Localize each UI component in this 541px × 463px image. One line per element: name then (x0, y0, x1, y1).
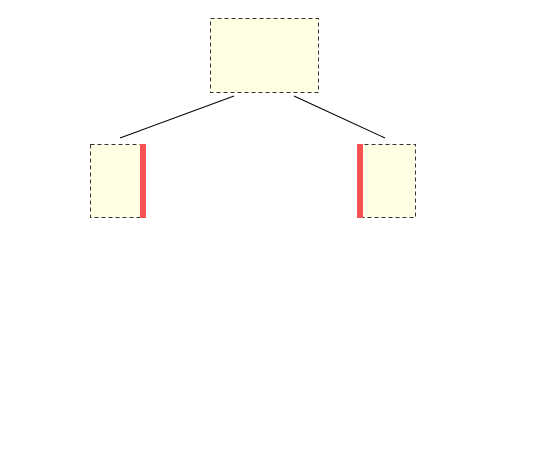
node-root[interactable] (210, 18, 319, 93)
node-root-box (210, 18, 319, 93)
node-left-child[interactable] (90, 144, 147, 218)
node-left-child-marker (140, 144, 146, 218)
node-right-child-box (357, 144, 416, 218)
node-right-child-marker (357, 144, 363, 218)
node-right-child[interactable] (357, 144, 416, 218)
edge-root-to-right-child (293, 95, 386, 139)
node-left-child-box (90, 144, 146, 218)
edge-root-to-left-child (119, 95, 235, 139)
